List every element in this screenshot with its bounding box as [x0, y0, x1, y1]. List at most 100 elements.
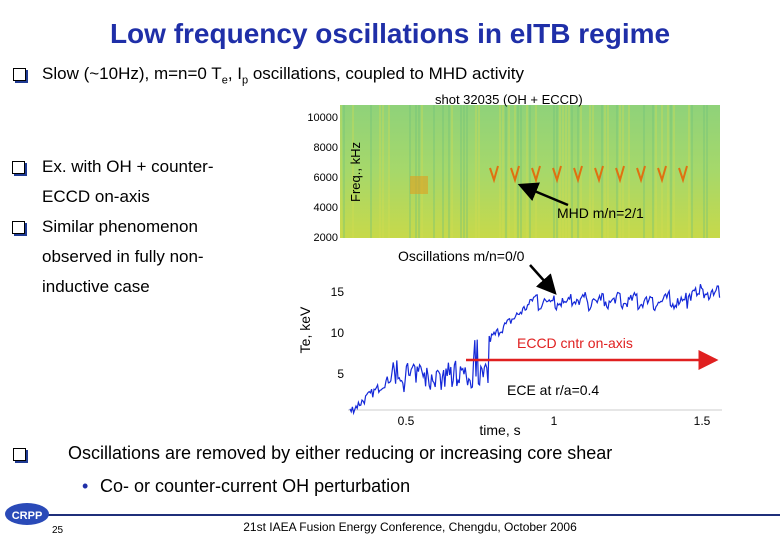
text: oscillations, coupled to MHD activity: [248, 64, 524, 83]
streak: [652, 105, 654, 238]
streak: [619, 105, 621, 238]
text: Ex. with OH + counter-ECCD on-axis: [42, 157, 214, 206]
streak: [505, 105, 507, 238]
footer-text: 21st IAEA Fusion Energy Conference, Chen…: [243, 520, 577, 534]
streak: [565, 105, 567, 238]
x-label: time, s: [479, 422, 520, 438]
streak: [628, 105, 630, 238]
streak: [352, 105, 354, 238]
subscript: p: [241, 74, 249, 87]
mode-mark: [615, 165, 625, 184]
streak: [688, 105, 690, 238]
streak: [529, 105, 531, 238]
streak: [673, 105, 675, 238]
spectrogram-texture: [340, 105, 708, 238]
mode-mark: [573, 165, 583, 184]
streak: [343, 105, 345, 238]
slide-title: Low frequency oscillations in eITB regim…: [109, 18, 671, 49]
streak: [460, 105, 462, 238]
streak: [370, 105, 372, 238]
subscript: e: [221, 74, 228, 87]
streak: [526, 105, 528, 238]
streak: [577, 105, 579, 238]
bullet-list: Ex. with OH + counter-ECCD on-axis Simil…: [12, 152, 257, 302]
streak: [340, 105, 342, 238]
streak: [670, 105, 672, 238]
mode-mark: [410, 176, 428, 194]
streak: [514, 105, 516, 238]
x-tick-label: 1.5: [694, 414, 711, 428]
bullet-box: [12, 161, 25, 174]
streak: [604, 105, 606, 238]
annotation: ECE at r/a=0.4: [507, 382, 599, 398]
streak: [418, 105, 420, 238]
y-tick-label: 8000: [314, 142, 338, 154]
mode-mark: [531, 165, 541, 184]
logo: [5, 503, 49, 525]
text: , I: [227, 64, 242, 83]
streak: [556, 105, 558, 238]
streak: [421, 105, 423, 238]
streak: [409, 105, 411, 238]
streak: [655, 105, 657, 238]
text: Slow (~10Hz), m=n=0 T: [42, 64, 222, 83]
streak: [667, 105, 669, 238]
streak: [433, 105, 435, 238]
mode-mark: [678, 165, 688, 184]
y-tick-label: 2000: [314, 232, 338, 244]
spectrogram: [340, 105, 720, 238]
streak: [451, 105, 453, 238]
streak: [463, 105, 465, 238]
annotation: Oscillations m/n=0/0: [398, 248, 525, 264]
streak: [520, 105, 522, 238]
arrow: [529, 264, 557, 295]
streak: [568, 105, 570, 238]
arrow: [517, 182, 569, 207]
streak: [415, 105, 417, 238]
bullet: Ex. with OH + counter-ECCD on-axis: [12, 152, 257, 212]
mode-mark: [510, 165, 520, 184]
annotation: MHD m/n=2/1: [557, 205, 644, 221]
bullet-box: [13, 448, 26, 461]
mode-mark: [552, 165, 562, 184]
bullet-box: [13, 68, 26, 81]
te-trace: [349, 284, 721, 416]
x-tick-label: 1: [551, 414, 558, 428]
logo-text: CRPP: [12, 510, 43, 522]
streak: [607, 105, 609, 238]
streak: [388, 105, 390, 238]
streak: [691, 105, 693, 238]
y-tick-label: 10000: [307, 112, 338, 124]
y-tick-label: 6000: [314, 172, 338, 184]
sub-bullet-mark: •: [82, 476, 89, 496]
y-tick-label: 5: [337, 367, 344, 381]
streak: [562, 105, 564, 238]
streak: [466, 105, 468, 238]
streak: [478, 105, 480, 238]
mode-mark: [489, 165, 499, 184]
streak: [442, 105, 444, 238]
bullet: Similar phenomenon observed in fully non…: [12, 212, 257, 302]
sub-bullet: Co- or counter-current OH perturbation: [100, 476, 411, 496]
bullet: Oscillations are removed by either reduc…: [68, 443, 613, 463]
y-label: Te, keV: [297, 306, 313, 353]
streak: [592, 105, 594, 238]
streak: [706, 105, 708, 238]
streak: [508, 105, 510, 238]
streak: [379, 105, 381, 238]
page-number: 25: [52, 525, 64, 536]
mode-mark: [636, 165, 646, 184]
streak: [499, 105, 501, 238]
streak: [571, 105, 573, 238]
x-tick-label: 0.5: [398, 414, 415, 428]
mode-mark: [594, 165, 604, 184]
streak: [448, 105, 450, 238]
streak: [382, 105, 384, 238]
streak: [502, 105, 504, 238]
streak: [589, 105, 591, 238]
streak: [703, 105, 705, 238]
streak: [535, 105, 537, 238]
bullet: Slow (~10Hz), m=n=0 Te, Ip oscillations,…: [42, 64, 524, 86]
